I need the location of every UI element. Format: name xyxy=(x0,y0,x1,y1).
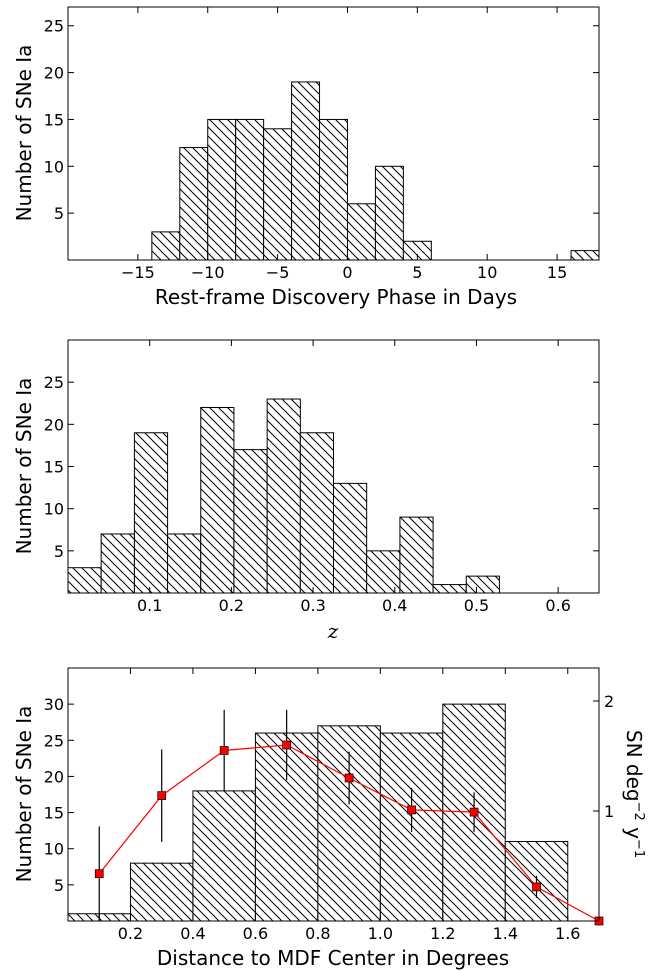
histogram-bar xyxy=(399,516,434,594)
histogram-bar xyxy=(129,862,194,922)
y-tick-label: 10 xyxy=(44,500,64,519)
histogram-bar xyxy=(98,913,131,922)
plot-frame xyxy=(67,339,600,594)
histogram-discovery-phase: −15 −10 −5 0 5 10 15 5 10 15 20 25 Rest-frame Disco… xyxy=(12,6,600,309)
y2-label-main: SN deg xyxy=(622,730,646,802)
histogram-bar xyxy=(266,398,301,594)
x-tick-label: 1.6 xyxy=(555,924,580,943)
x-tick-label: −5 xyxy=(266,263,290,282)
x-tick-label: 5 xyxy=(412,263,422,282)
x-tick-label: 1.2 xyxy=(430,924,455,943)
y-tick-label: 25 xyxy=(44,731,64,750)
histogram-distance: 0.2 0.4 0.6 0.8 1.0 1.2 1.4 1.6 5 10 15 20 25 30 1 2 Di… xyxy=(12,667,646,970)
data-point xyxy=(94,869,104,879)
histogram-bar xyxy=(207,118,237,261)
x-tick-label: 0.8 xyxy=(305,924,330,943)
histogram-bar xyxy=(570,250,600,261)
x-tick-label: 0 xyxy=(342,263,352,282)
x-axis-label: Distance to MDF Center in Degrees xyxy=(157,946,509,970)
histogram-bar xyxy=(374,165,404,261)
histogram-bar xyxy=(263,128,293,261)
histogram-bar xyxy=(67,567,102,594)
x-tick-label: 0.6 xyxy=(545,596,570,615)
y-tick-label: 20 xyxy=(44,767,64,786)
x-tick-label: 0.3 xyxy=(300,596,325,615)
y-tick-label: 20 xyxy=(44,64,64,83)
histogram-bar xyxy=(100,533,135,594)
y-tick-label: 15 xyxy=(44,110,64,129)
y-tick-label: 5 xyxy=(54,876,64,895)
histogram-bar xyxy=(465,575,500,594)
y2-label-exp2: −1 xyxy=(631,839,646,858)
y-tick-label: 5 xyxy=(54,204,64,223)
y-tick-label: 5 xyxy=(54,542,64,561)
histogram-bar xyxy=(319,118,348,261)
histogram-bar xyxy=(432,584,467,594)
secondary-y-axis-label: SN deg−2 y−1 xyxy=(622,730,646,858)
y-axis-label: Number of SNe Ia xyxy=(12,45,36,222)
y-tick-label: 10 xyxy=(44,157,64,176)
data-point xyxy=(219,746,229,755)
x-tick-label: 0.1 xyxy=(137,596,162,615)
plot-frame xyxy=(67,6,600,261)
x-tick-label: 0.6 xyxy=(243,924,268,943)
histogram-bar xyxy=(67,913,100,922)
x-tick-label: 1.0 xyxy=(368,924,393,943)
y2-label-mid: y xyxy=(622,821,646,839)
x-tick-label: −15 xyxy=(121,263,155,282)
y-axis-label: Number of SNe Ia xyxy=(12,378,36,555)
x-tick-label: 0.2 xyxy=(219,596,244,615)
histogram-bar xyxy=(504,840,569,922)
y-axis-label: Number of SNe Ia xyxy=(12,706,36,883)
histogram-redshift: 0.1 0.2 0.3 0.4 0.5 0.6 5 10 15 20 25 z Number of … xyxy=(12,339,600,643)
y2-label-exp1: −2 xyxy=(631,802,646,821)
y-tick-label: 10 xyxy=(44,840,64,859)
histogram-bar xyxy=(200,406,235,594)
y-tick-label: 15 xyxy=(44,804,64,823)
y-tick-label: 25 xyxy=(44,373,64,392)
data-point xyxy=(344,773,354,783)
histogram-bar xyxy=(179,147,209,261)
data-point xyxy=(407,805,416,815)
histogram-bar xyxy=(233,449,268,594)
plot-frame xyxy=(67,667,600,922)
y-tick-label: 25 xyxy=(44,17,64,36)
x-tick-label: 0.2 xyxy=(118,924,143,943)
x-tick-label: 10 xyxy=(477,263,497,282)
data-point xyxy=(282,740,291,750)
y-tick-label: 15 xyxy=(44,458,64,477)
x-tick-label: 15 xyxy=(547,263,567,282)
histogram-bar xyxy=(235,118,265,261)
histogram-bar xyxy=(192,790,256,922)
data-point xyxy=(469,807,479,817)
y-tick-label: 20 xyxy=(44,415,64,434)
y2-tick-label: 2 xyxy=(604,692,614,711)
x-axis-label: z xyxy=(327,619,339,643)
x-tick-label: 0.4 xyxy=(382,596,407,615)
histogram-bar xyxy=(299,432,334,594)
data-point xyxy=(532,882,541,892)
data-point xyxy=(157,791,167,800)
histogram-bar xyxy=(151,231,181,261)
histogram-bar xyxy=(133,432,169,594)
histogram-bar xyxy=(291,81,321,261)
y-tick-label: 30 xyxy=(44,695,64,714)
histogram-bar xyxy=(167,533,202,594)
x-tick-label: 1.4 xyxy=(493,924,518,943)
x-tick-label: 0.5 xyxy=(464,596,489,615)
histogram-bar xyxy=(333,482,368,594)
histogram-bar xyxy=(346,203,376,261)
y2-tick-label: 1 xyxy=(604,802,614,821)
x-tick-label: 0.4 xyxy=(180,924,205,943)
histogram-bar xyxy=(366,550,401,594)
x-tick-label: −10 xyxy=(191,263,225,282)
x-axis-label: Rest-frame Discovery Phase in Days xyxy=(155,285,517,309)
